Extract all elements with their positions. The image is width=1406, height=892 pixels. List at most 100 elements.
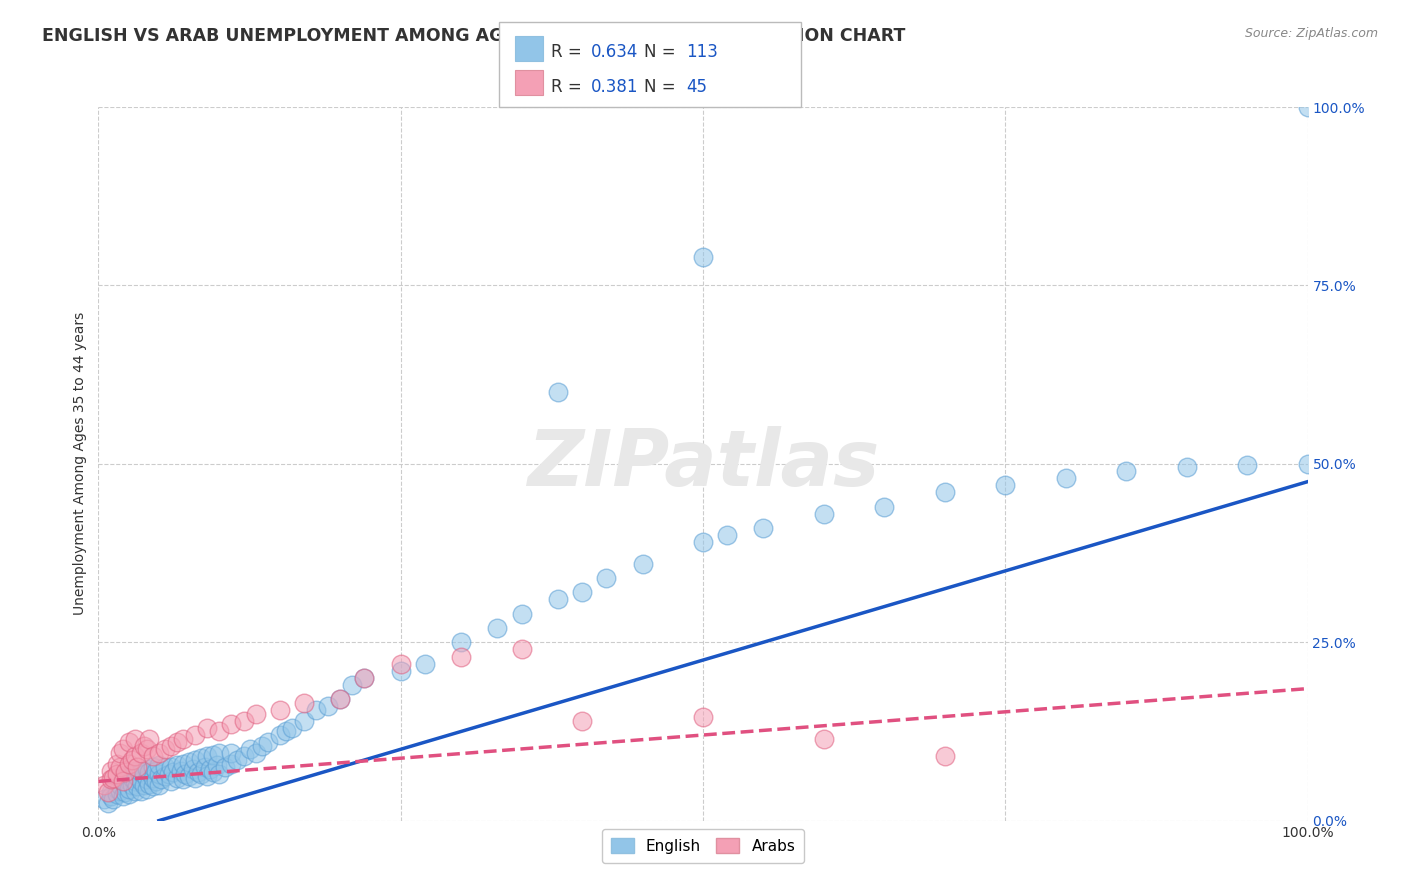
Text: ZIPatlas: ZIPatlas [527,425,879,502]
Text: 45: 45 [686,78,707,95]
Point [118,756,141,771]
Point [172,756,194,771]
Point [934,749,956,764]
Point [510,607,533,621]
Point [148,767,170,781]
Point [269,728,291,742]
Point [208,724,231,739]
Point [179,769,201,783]
Point [166,735,188,749]
Point [118,735,141,749]
Point [121,778,143,792]
Point [184,753,207,767]
Point [205,758,228,772]
Point [101,771,124,785]
Point [111,789,134,803]
Point [100,772,122,787]
Point [150,772,173,787]
Point [292,714,315,728]
Point [138,765,160,780]
Point [190,767,212,781]
Point [135,781,157,796]
Point [134,778,156,792]
Point [108,746,131,760]
Point [187,765,209,780]
Point [184,771,207,785]
Point [1054,471,1077,485]
Point [135,742,157,756]
Point [121,753,143,767]
Point [873,500,896,514]
Point [221,756,243,771]
Point [256,735,278,749]
Point [124,774,146,789]
Text: 0.634: 0.634 [591,43,638,61]
Point [342,678,364,692]
Point [389,664,412,678]
Point [1115,464,1137,478]
Point [153,769,176,783]
Point [127,780,149,794]
Point [994,478,1017,492]
Text: R =: R = [551,43,588,61]
Point [239,742,262,756]
Point [108,783,131,797]
Point [124,783,146,797]
Point [111,771,134,785]
Point [245,746,267,760]
Point [752,521,775,535]
Point [93,792,115,806]
Text: 113: 113 [686,43,718,61]
Point [221,717,243,731]
Point [105,756,128,771]
Point [114,785,136,799]
Point [114,765,136,780]
Point [208,746,231,760]
Point [813,507,835,521]
Point [172,731,194,746]
Point [129,765,152,780]
Point [1236,458,1258,473]
Point [329,692,352,706]
Point [232,714,254,728]
Point [1296,457,1319,471]
Point [142,780,165,794]
Point [179,755,201,769]
Point [121,771,143,785]
Text: 0.381: 0.381 [591,78,638,95]
Point [142,749,165,764]
Point [157,767,180,781]
Text: N =: N = [644,78,681,95]
Point [129,774,152,789]
Point [245,706,267,721]
Point [148,778,170,792]
Text: Source: ZipAtlas.com: Source: ZipAtlas.com [1244,27,1378,40]
Point [108,778,131,792]
Point [571,585,593,599]
Point [389,657,412,671]
Point [198,762,221,776]
Point [142,771,165,785]
Point [93,778,115,792]
Point [353,671,375,685]
Point [510,642,533,657]
Point [162,765,184,780]
Point [160,760,183,774]
Point [100,785,122,799]
Point [305,703,328,717]
Point [127,769,149,783]
Point [450,635,472,649]
Point [190,751,212,765]
Point [571,714,593,728]
Point [101,792,124,806]
Point [174,767,197,781]
Point [221,746,243,760]
Point [316,699,339,714]
Point [172,772,194,787]
Point [129,783,152,797]
Point [124,731,146,746]
Point [934,485,956,500]
Point [194,760,217,774]
Point [138,776,160,790]
Point [226,753,249,767]
